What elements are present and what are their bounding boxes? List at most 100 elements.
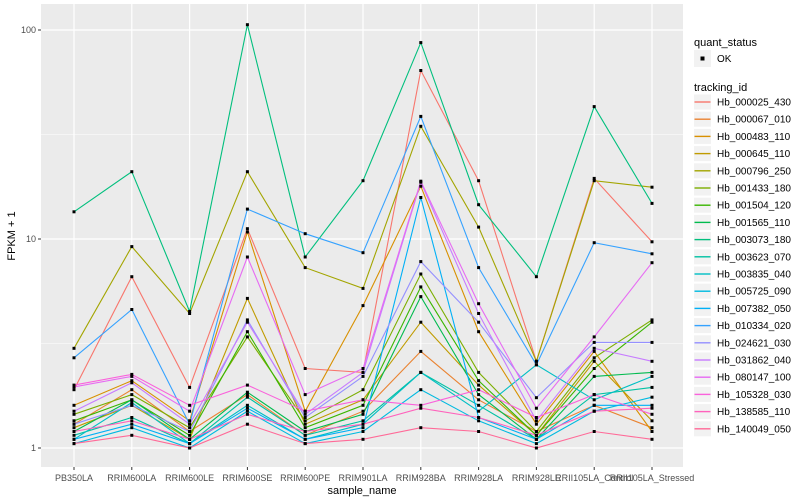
data-point bbox=[303, 255, 307, 259]
x-tick-label: PB350LA bbox=[55, 473, 93, 483]
data-point bbox=[592, 349, 596, 353]
data-point bbox=[419, 124, 423, 128]
data-point bbox=[245, 170, 249, 174]
data-point bbox=[592, 335, 596, 339]
legend-title-tracking-id: tracking_id bbox=[694, 82, 747, 94]
data-point bbox=[477, 370, 481, 374]
data-point bbox=[130, 308, 134, 311]
data-point bbox=[477, 320, 481, 324]
data-point bbox=[130, 422, 134, 426]
data-point bbox=[650, 340, 654, 344]
data-point bbox=[477, 383, 481, 387]
data-point bbox=[245, 383, 249, 387]
data-point bbox=[419, 179, 423, 183]
data-point bbox=[303, 430, 307, 433]
data-point bbox=[650, 359, 654, 363]
data-point bbox=[592, 409, 596, 413]
data-point bbox=[534, 419, 538, 423]
data-point bbox=[130, 245, 134, 249]
x-tick-label: RRIM928LA bbox=[454, 473, 503, 483]
data-point bbox=[592, 346, 596, 350]
data-point bbox=[650, 426, 654, 430]
legend-label: Hb_000483_110 bbox=[717, 132, 791, 143]
data-point bbox=[72, 442, 76, 446]
data-point bbox=[477, 330, 481, 334]
data-point bbox=[592, 241, 596, 245]
x-tick-label: RRIM600PE bbox=[280, 473, 330, 483]
data-point bbox=[650, 406, 654, 410]
data-point bbox=[592, 430, 596, 433]
data-point bbox=[303, 442, 307, 446]
legend-label: Hb_138585_110 bbox=[717, 407, 791, 418]
data-point bbox=[361, 412, 365, 416]
data-point bbox=[650, 252, 654, 256]
data-point bbox=[477, 403, 481, 407]
data-point bbox=[72, 433, 76, 437]
data-point bbox=[303, 393, 307, 397]
data-point bbox=[419, 272, 423, 276]
data-point bbox=[72, 412, 76, 416]
data-point bbox=[477, 302, 481, 306]
data-point bbox=[592, 356, 596, 360]
data-point bbox=[245, 390, 249, 394]
data-point bbox=[361, 370, 365, 374]
data-point bbox=[188, 446, 192, 450]
data-point bbox=[592, 403, 596, 407]
x-axis-title: sample_name bbox=[327, 485, 396, 497]
data-point bbox=[361, 419, 365, 423]
data-point bbox=[361, 403, 365, 407]
data-point bbox=[72, 422, 76, 426]
data-point bbox=[72, 346, 76, 350]
data-point bbox=[303, 422, 307, 426]
data-point bbox=[245, 320, 249, 324]
data-point bbox=[245, 23, 249, 27]
legend-label: Hb_001565_110 bbox=[717, 218, 791, 229]
data-point bbox=[534, 406, 538, 410]
x-tick-label: RRIM600LE bbox=[165, 473, 214, 483]
data-point bbox=[650, 403, 654, 407]
legend-point-ok bbox=[700, 56, 705, 61]
legend-label: Hb_024621_030 bbox=[717, 338, 791, 349]
data-point bbox=[72, 210, 76, 214]
y-tick-label: 10 bbox=[26, 234, 36, 244]
data-point bbox=[188, 385, 192, 389]
data-point bbox=[534, 442, 538, 446]
data-point bbox=[72, 437, 76, 441]
legend-label: Hb_005725_090 bbox=[717, 287, 791, 298]
data-point bbox=[361, 409, 365, 413]
data-point bbox=[534, 363, 538, 367]
data-point bbox=[72, 356, 76, 360]
data-point bbox=[477, 419, 481, 423]
data-point bbox=[477, 225, 481, 229]
data-point bbox=[72, 426, 76, 430]
data-point bbox=[188, 442, 192, 446]
legend-label: Hb_105328_030 bbox=[717, 390, 791, 401]
x-tick-label: RRII105LA_Stressed bbox=[610, 473, 695, 483]
data-point bbox=[130, 374, 134, 378]
data-point bbox=[650, 385, 654, 389]
data-point bbox=[361, 430, 365, 433]
data-point bbox=[361, 304, 365, 308]
data-point bbox=[245, 393, 249, 397]
legend-label: Hb_140049_050 bbox=[717, 424, 791, 435]
data-point bbox=[72, 385, 76, 389]
data-point bbox=[130, 419, 134, 423]
data-point bbox=[534, 275, 538, 279]
data-point bbox=[650, 395, 654, 399]
data-point bbox=[188, 430, 192, 433]
data-point bbox=[650, 437, 654, 441]
data-point bbox=[419, 388, 423, 392]
data-point bbox=[419, 295, 423, 299]
legend-title-quant-status: quant_status bbox=[694, 37, 757, 49]
data-point bbox=[245, 406, 249, 410]
data-point bbox=[419, 196, 423, 199]
data-point bbox=[188, 437, 192, 441]
data-point bbox=[592, 176, 596, 180]
legend-label: Hb_000025_430 bbox=[717, 98, 791, 109]
x-tick-label: RRIM928BA bbox=[396, 473, 446, 483]
data-point bbox=[477, 179, 481, 183]
data-point bbox=[130, 403, 134, 407]
legend-label: Hb_003835_040 bbox=[717, 270, 791, 281]
data-point bbox=[245, 255, 249, 259]
